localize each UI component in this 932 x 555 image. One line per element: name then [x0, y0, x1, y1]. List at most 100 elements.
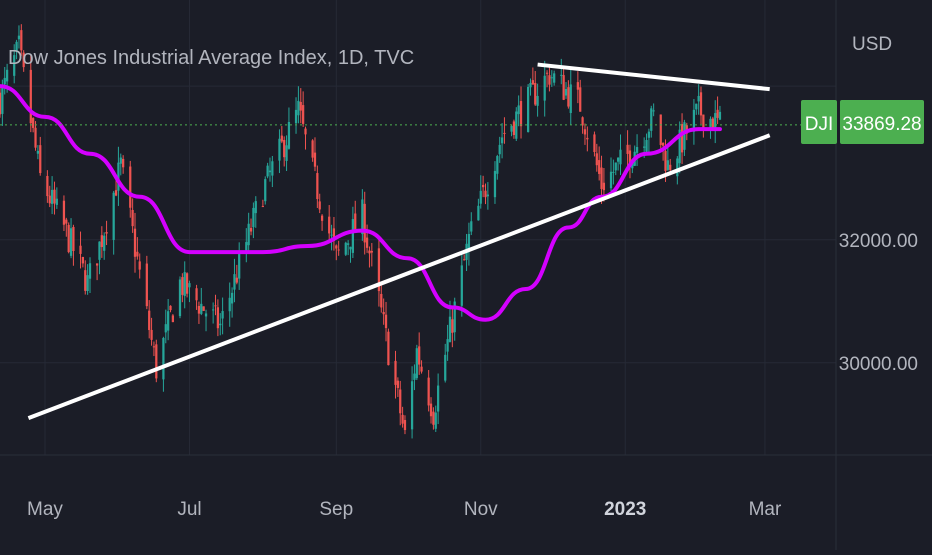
candle-up [271, 161, 274, 176]
trendline-layer[interactable] [27, 62, 771, 420]
candle-down [216, 307, 220, 329]
candle-up [529, 82, 532, 88]
candle-up [252, 207, 255, 228]
x-tick-label: Nov [464, 499, 498, 520]
candle-up [15, 41, 18, 51]
candle-up [266, 165, 269, 177]
last-price-badge-bg [840, 100, 924, 144]
candle-down [600, 167, 603, 189]
candle-up [167, 311, 170, 331]
candle-up [36, 150, 40, 154]
candle-down [680, 124, 684, 153]
candle-up [678, 129, 681, 164]
candle-up [294, 109, 298, 124]
candle-down [114, 190, 118, 196]
y-tick-label: 32000.00 [839, 231, 918, 252]
candle-up [619, 149, 622, 165]
candle-down [131, 209, 134, 227]
candle-up [446, 339, 449, 352]
candle-up [3, 77, 6, 85]
candle-down [531, 80, 534, 85]
candle-up [1, 84, 4, 114]
candle-down [185, 273, 189, 294]
chart-title: Dow Jones Industrial Average Index, 1D, … [8, 47, 414, 69]
x-axis-ticks: May Jul Sep Nov 2023 Mar [27, 499, 782, 520]
candle-down [394, 360, 397, 385]
candle-down [155, 344, 158, 379]
candle-up [254, 201, 257, 214]
candle-down [72, 226, 75, 252]
candle-down [451, 319, 454, 333]
candle-up [228, 297, 231, 312]
candle-up [486, 194, 489, 197]
falling-trendline[interactable] [537, 62, 770, 92]
candle-down [283, 139, 286, 158]
candle-up [200, 303, 203, 314]
candle-down [432, 411, 435, 425]
symbol-badge-bg [801, 100, 837, 144]
candle-up [614, 162, 617, 171]
candle-down [534, 83, 537, 105]
candle-down [39, 145, 42, 174]
symbol-label: DJI [805, 114, 834, 135]
candle-down [62, 200, 66, 225]
candle-down [602, 182, 606, 191]
candle-down [659, 114, 662, 145]
candle-up [278, 138, 281, 161]
candle-down [669, 164, 672, 170]
candle-down [628, 150, 632, 168]
candle-up [204, 313, 208, 317]
candle-up [437, 385, 440, 412]
candle-down [136, 251, 139, 257]
candle-up [285, 145, 288, 161]
last-price-badge: 33869.28 [840, 100, 924, 144]
candle-down [702, 114, 705, 130]
candle-down [368, 250, 371, 254]
candle-down [403, 420, 407, 431]
candle-up [666, 160, 669, 170]
candle-down [105, 232, 108, 234]
candle-up [564, 89, 568, 96]
rising-trendline[interactable] [27, 133, 771, 420]
candle-up [470, 221, 473, 232]
candle-down [129, 166, 132, 208]
candle-up [496, 156, 499, 174]
candle-down [202, 306, 205, 311]
candle-down [384, 314, 388, 329]
candle-up [718, 111, 722, 120]
candle-up [444, 354, 447, 381]
candle-up [631, 163, 634, 169]
candle-up [647, 131, 651, 138]
candle-up [526, 86, 530, 132]
candle-down [280, 135, 283, 142]
candle-down [320, 215, 324, 221]
candle-up [230, 292, 234, 304]
candle-down [354, 213, 357, 231]
candle-down [579, 87, 582, 112]
candle-down [401, 414, 404, 424]
candle-up [162, 337, 165, 380]
x-tick-label: May [27, 499, 63, 520]
candle-down [122, 158, 125, 168]
candle-up [550, 77, 553, 79]
candle-down [399, 389, 402, 414]
candle-up [119, 157, 122, 164]
candle-down [169, 305, 172, 311]
x-tick-label: Mar [749, 499, 782, 520]
candle-up [676, 158, 679, 177]
candle-down [427, 377, 430, 406]
candle-down [261, 206, 265, 208]
candle-down [302, 105, 305, 124]
symbol-badge[interactable]: DJI [801, 100, 837, 144]
candle-down [138, 261, 141, 270]
candle-up [650, 108, 653, 131]
candle-down [463, 259, 466, 261]
candle-up [233, 274, 236, 290]
candle-down [133, 228, 137, 257]
candle-down [100, 235, 103, 248]
x-tick-label: 2023 [604, 499, 646, 520]
candle-down [79, 245, 82, 254]
x-tick-label: Sep [319, 499, 353, 520]
